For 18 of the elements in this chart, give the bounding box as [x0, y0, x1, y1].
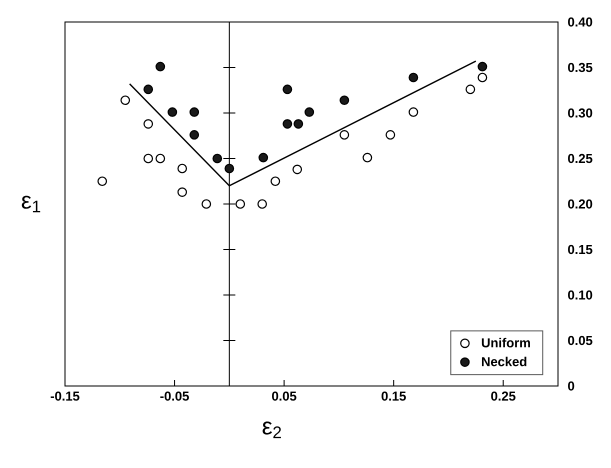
- x-tick-label: 0.25: [491, 392, 516, 401]
- y-tick-label: 0.20: [568, 199, 592, 209]
- x-tick-label: 0.15: [382, 392, 406, 401]
- y-tick-label: 0.05: [568, 336, 592, 346]
- legend-label: Uniform: [482, 338, 530, 348]
- y-tick-label: 0.35: [568, 62, 592, 72]
- x-tick-label: 0.05: [272, 392, 296, 401]
- x-tick-label: -0.15: [50, 392, 80, 401]
- legend-label: Necked: [482, 356, 526, 366]
- y-tick-label: 0.25: [568, 154, 592, 164]
- x-axis-title: ε$_{2}$: [262, 422, 281, 438]
- y-tick-label: 0.10: [568, 290, 592, 300]
- y-axis-title: ε$_{1}$: [22, 196, 40, 212]
- y-tick-label: 0.15: [568, 244, 592, 254]
- y-tick-label: 0.30: [568, 108, 592, 118]
- y-tick-label: 0: [568, 381, 574, 391]
- x-tick-label: -0.05: [160, 392, 189, 401]
- y-tick-label: 0.40: [568, 17, 592, 27]
